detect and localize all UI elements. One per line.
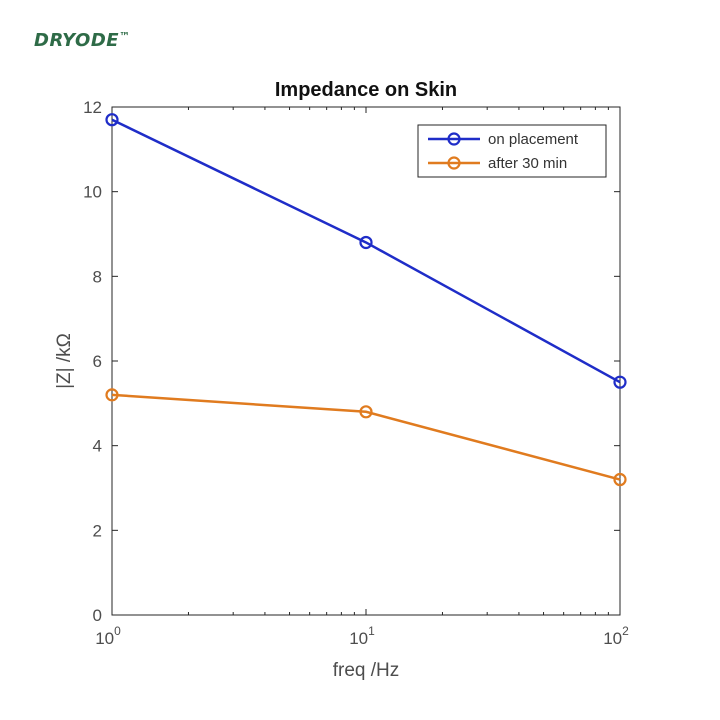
legend-swatch-marker bbox=[447, 132, 461, 146]
x-tick-label: 100 bbox=[95, 624, 121, 648]
plot-area bbox=[111, 106, 621, 616]
x-tick-base: 10 bbox=[95, 629, 114, 648]
legend-swatch-marker bbox=[447, 156, 461, 170]
x-tick-label: 102 bbox=[603, 624, 629, 648]
trademark-mark: ™ bbox=[119, 30, 131, 43]
y-tick-label: 10 bbox=[83, 183, 102, 202]
brand-logo: DRYODE™ bbox=[34, 30, 131, 51]
legend-label: on placement bbox=[488, 131, 579, 148]
legend-box bbox=[417, 124, 607, 178]
y-tick-label: 12 bbox=[83, 98, 102, 117]
y-tick-label: 6 bbox=[93, 352, 102, 371]
series-group bbox=[105, 113, 627, 487]
y-tick-label: 4 bbox=[93, 437, 102, 456]
y-tick-label: 2 bbox=[93, 521, 102, 540]
data-point bbox=[105, 113, 119, 127]
series-line-2 bbox=[111, 393, 621, 481]
x-tick-exponent: 2 bbox=[622, 624, 629, 638]
brand-name: DRYODE bbox=[34, 30, 120, 51]
y-tick-label: 8 bbox=[93, 267, 102, 286]
data-point bbox=[613, 472, 627, 487]
x-tick-exponent: 1 bbox=[368, 624, 375, 638]
legend-label: after 30 min bbox=[488, 155, 567, 172]
x-axis-label: freq /Hz bbox=[333, 660, 400, 681]
chart-title: Impedance on Skin bbox=[275, 79, 457, 101]
y-tick-label: 0 bbox=[93, 606, 102, 625]
data-point bbox=[359, 405, 373, 419]
data-point bbox=[359, 235, 373, 250]
x-tick-base: 10 bbox=[349, 629, 368, 648]
data-point bbox=[105, 388, 119, 402]
x-tick-label: 101 bbox=[349, 624, 375, 648]
x-tick-exponent: 0 bbox=[114, 624, 121, 638]
y-axis-label: |Z| /kΩ bbox=[54, 333, 75, 389]
series-line-1 bbox=[111, 118, 621, 384]
legend: on placement after 30 min bbox=[417, 124, 607, 178]
x-tick-base: 10 bbox=[603, 629, 622, 648]
data-point bbox=[613, 375, 627, 389]
